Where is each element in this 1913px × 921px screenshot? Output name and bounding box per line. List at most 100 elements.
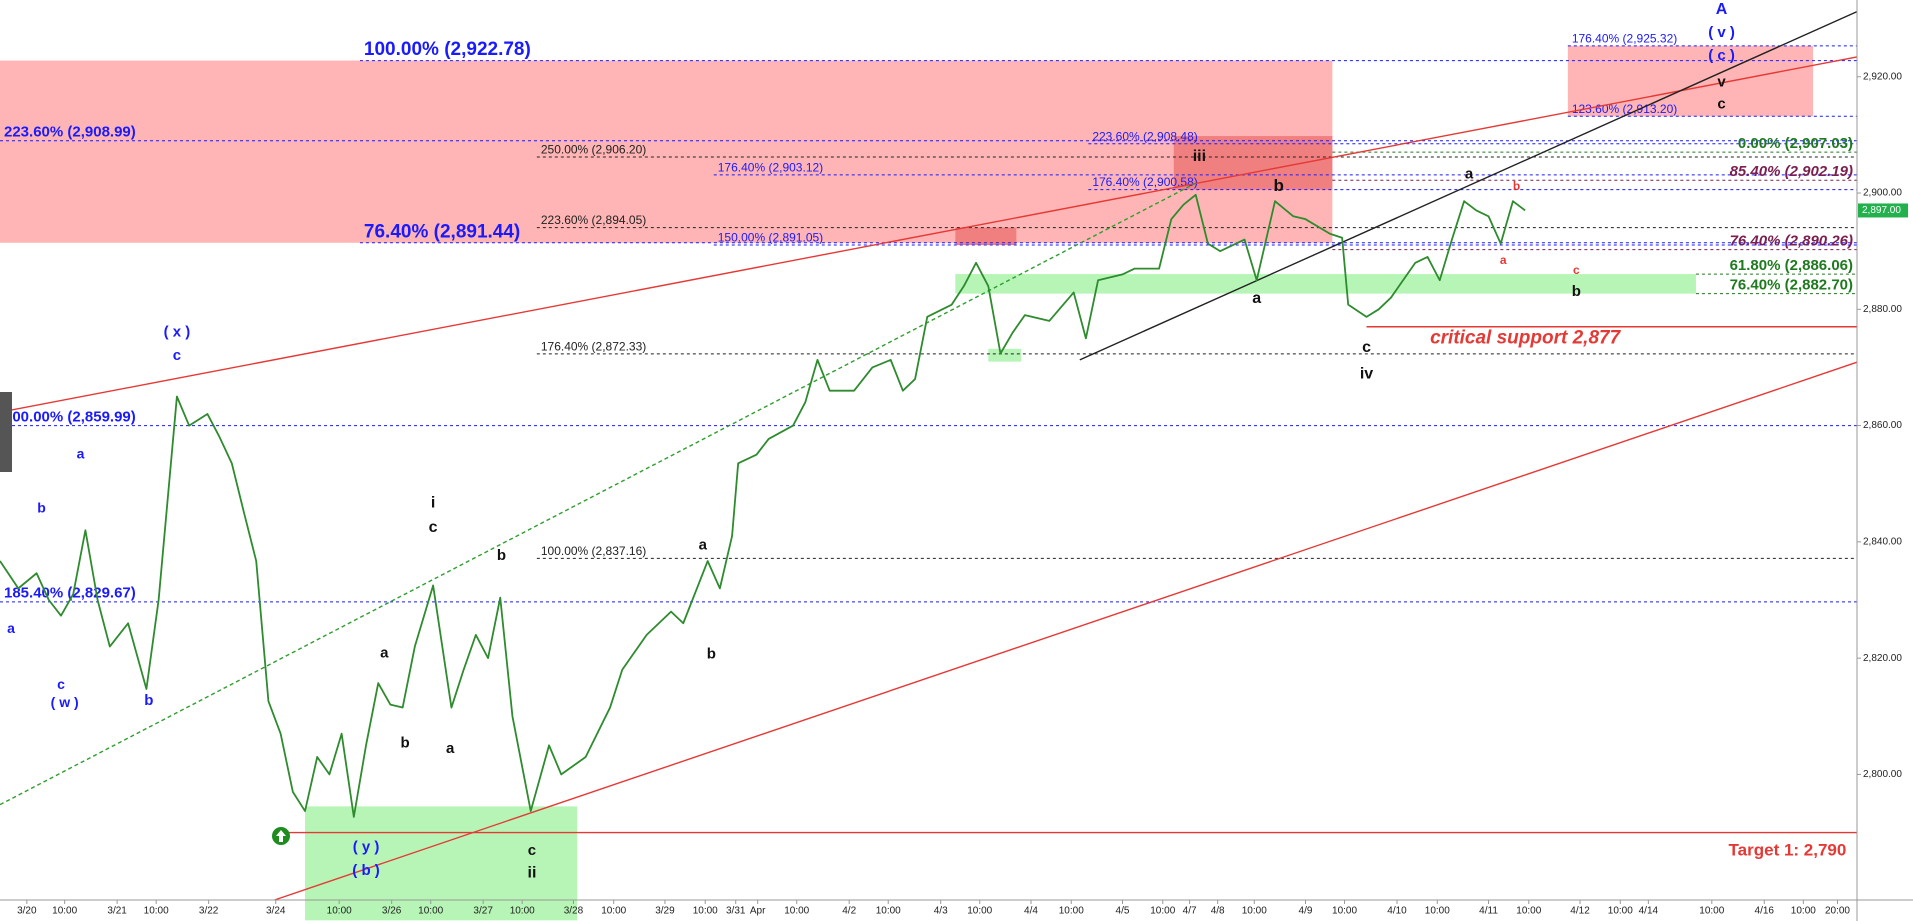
wave-label: ( w ): [51, 694, 79, 710]
wave-label: b: [1572, 283, 1581, 300]
y-tick-label: 2,840.00: [1863, 537, 1902, 548]
wave-label: ii: [528, 864, 537, 881]
wave-label: b: [37, 499, 46, 515]
x-tick-label: 4/9: [1299, 906, 1313, 917]
x-tick-label: 10:00: [1699, 906, 1724, 917]
wave-label: a: [1500, 253, 1507, 267]
fib-level-label: 76.40% (2,882.70): [1730, 276, 1853, 293]
fib-level-label: 61.80% (2,886.06): [1730, 257, 1853, 274]
x-tick-label: 4/7: [1183, 906, 1197, 917]
fib-level-label: 76.40% (2,890.26): [1730, 232, 1853, 249]
trendline: [0, 182, 1197, 806]
zone: [955, 274, 1696, 294]
y-tick-label: 2,880.00: [1863, 304, 1902, 315]
x-tick-label: 4/5: [1116, 906, 1130, 917]
x-tick-label: 10:00: [1332, 906, 1357, 917]
zone: [988, 348, 1022, 362]
watermark-logo: [0, 392, 12, 472]
wave-label: critical support 2,877: [1430, 327, 1622, 348]
x-tick-label: 20:00: [1825, 906, 1850, 917]
wave-label: a: [7, 620, 15, 636]
zone: [955, 227, 1017, 246]
fib-level-label: 176.40% (2,903.12): [718, 160, 823, 174]
x-tick-label: 10:00: [510, 906, 535, 917]
x-tick-label: 10:00: [52, 906, 77, 917]
wave-label: c: [1717, 96, 1725, 113]
x-tick-label: 3/28: [564, 906, 584, 917]
wave-label: ( b ): [352, 862, 380, 879]
wave-label: A: [1716, 1, 1728, 18]
wave-label: ( y ): [353, 839, 380, 856]
wave-label: a: [1465, 165, 1474, 182]
x-tick-label: 10:00: [1608, 906, 1633, 917]
x-tick-label: 3/26: [382, 906, 402, 917]
fib-level-label: 250.00% (2,906.20): [541, 143, 646, 157]
wave-label: b: [400, 735, 409, 752]
fib-level-label: 223.60% (2,908.99): [4, 123, 136, 140]
x-tick-label: 4/16: [1755, 906, 1775, 917]
x-tick-label: 10:00: [144, 906, 169, 917]
x-tick-label: 3/24: [266, 906, 286, 917]
x-tick-label: Apr: [750, 906, 766, 917]
wave-label: v: [1717, 74, 1726, 91]
x-tick-label: 4/11: [1479, 906, 1498, 917]
wave-label: ( c ): [1708, 47, 1735, 64]
x-tick-label: 10:00: [1150, 906, 1175, 917]
fib-level-label: 85.40% (2,902.19): [1730, 163, 1853, 180]
fib-level-label: 100.00% (2,837.16): [541, 544, 646, 558]
fib-level-label: 123.60% (2,913.20): [1572, 102, 1677, 116]
zone: [0, 60, 1333, 243]
wave-label: a: [446, 740, 455, 757]
x-tick-label: 3/21: [107, 906, 127, 917]
x-tick-label: 4/8: [1211, 906, 1225, 917]
wave-label: b: [1513, 179, 1520, 193]
wave-label: c: [173, 347, 181, 364]
wave-label: a: [77, 445, 85, 461]
x-tick-label: 4/10: [1387, 906, 1407, 917]
zone: [305, 806, 578, 921]
fib-level-label: 0.00% (2,907.03): [1738, 135, 1853, 152]
x-tick-label: 10:00: [784, 906, 809, 917]
x-tick-label: 3/29: [655, 906, 675, 917]
x-tick-label: 10:00: [967, 906, 992, 917]
wave-label: a: [380, 644, 389, 661]
x-tick-label: 4/3: [934, 906, 948, 917]
wave-label: ( x ): [164, 324, 191, 341]
y-tick-label: 2,800.00: [1863, 769, 1902, 780]
x-tick-label: 4/4: [1024, 906, 1038, 917]
x-tick-label: 3/20: [17, 906, 37, 917]
fib-level-label: 150.00% (2,891.05): [718, 231, 823, 245]
wave-label: b: [1273, 176, 1283, 195]
x-tick-label: 10:00: [327, 906, 352, 917]
last-price-label: 2,897.00: [1862, 205, 1901, 216]
trendline: [1079, 10, 1858, 361]
start-arrow: [272, 827, 290, 845]
x-tick-label: 3/31: [726, 906, 746, 917]
wave-label: c: [528, 842, 536, 859]
wave-label: b: [497, 547, 506, 564]
x-tick-label: 4/2: [842, 906, 856, 917]
wave-label: b: [707, 646, 716, 663]
fib-level-label: 76.40% (2,891.44): [364, 221, 520, 242]
wave-label: ( v ): [1708, 24, 1735, 41]
x-tick-label: 3/22: [199, 906, 219, 917]
wave-label: a: [699, 536, 708, 553]
x-tick-label: 10:00: [1242, 906, 1267, 917]
wave-label: c: [1573, 263, 1580, 277]
wave-label: Target 1: 2,790: [1729, 841, 1847, 860]
price-line: [0, 193, 1526, 818]
fib-level-label: 176.40% (2,900.58): [1092, 175, 1197, 189]
wave-label: b: [144, 692, 153, 709]
y-tick-label: 2,900.00: [1863, 188, 1902, 199]
x-tick-label: 10:00: [1791, 906, 1816, 917]
trendline: [0, 56, 1858, 413]
y-tick-label: 2,920.00: [1863, 71, 1902, 82]
x-tick-label: 10:00: [601, 906, 626, 917]
fib-level-label: 185.40% (2,829.67): [4, 585, 136, 602]
wave-label: c: [1362, 339, 1371, 356]
y-tick-label: 2,820.00: [1863, 653, 1902, 664]
x-tick-label: 10:00: [693, 906, 718, 917]
fib-level-label: 100.00% (2,859.99): [4, 408, 136, 425]
